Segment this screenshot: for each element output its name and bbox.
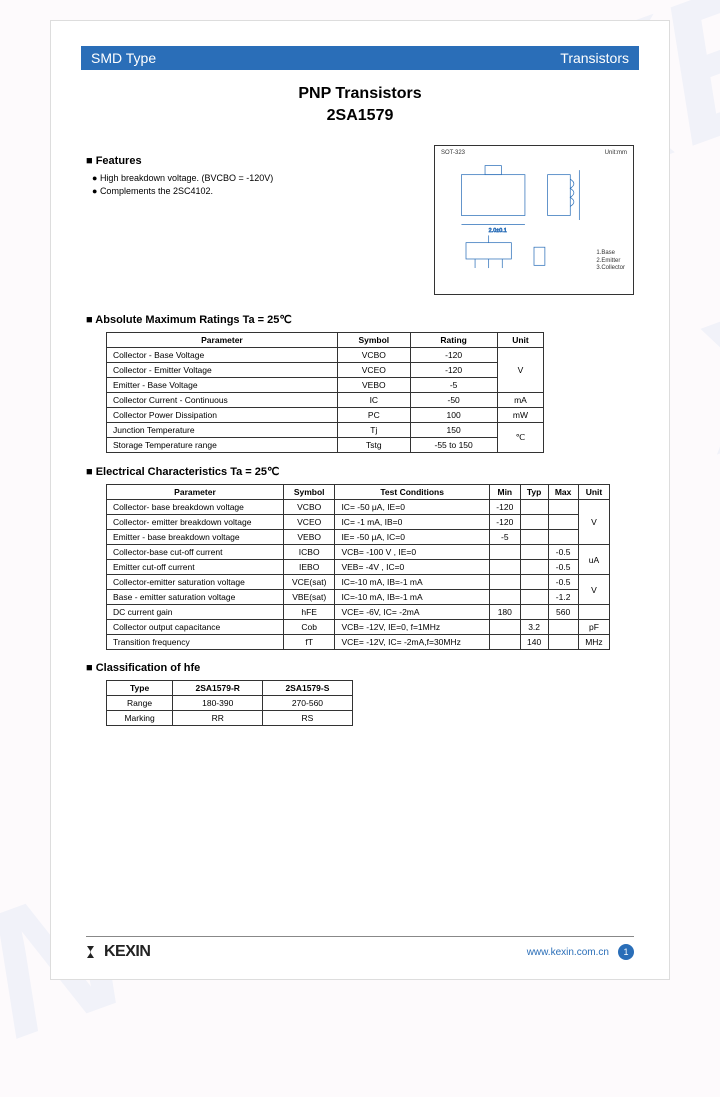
logo-icon <box>86 945 104 959</box>
footer-url: www.kexin.com.cn <box>527 947 609 958</box>
title-block: PNP Transistors 2SA1579 <box>86 85 634 125</box>
table-row: Transition frequencyfTVCE= -12V, IC= -2m… <box>107 635 610 650</box>
brand-logo: KEXIN <box>86 943 150 961</box>
elec-heading: Electrical Characteristics Ta = 25℃ <box>86 465 634 478</box>
table-row: Collector- emitter breakdown voltageVCEO… <box>107 515 610 530</box>
table-row: Collector - Base VoltageVCBO-120V <box>107 348 544 363</box>
table-header-row: Type 2SA1579-R 2SA1579-S <box>107 681 353 696</box>
table-row: Collector-base cut-off currentICBOVCB= -… <box>107 545 610 560</box>
elec-table: Parameter Symbol Test Conditions Min Typ… <box>106 484 610 650</box>
title-line1: PNP Transistors <box>86 85 634 103</box>
watermark: X <box>668 256 720 492</box>
table-row: Collector - Emitter VoltageVCEO-120 <box>107 363 544 378</box>
feature-item: High breakdown voltage. (BVCBO = -120V) <box>92 173 414 183</box>
svg-text:2.0±0.1: 2.0±0.1 <box>489 228 507 234</box>
amr-heading: Absolute Maximum Ratings Ta = 25℃ <box>86 313 634 326</box>
footer: KEXIN www.kexin.com.cn 1 <box>86 936 634 961</box>
header-left: SMD Type <box>91 50 156 66</box>
package-diagram: SOT-323 Unit:mm 2.0±0.1 <box>434 145 634 295</box>
package-unit: Unit:mm <box>605 150 627 156</box>
table-row: Emitter - Base VoltageVEBO-5 <box>107 378 544 393</box>
classification-heading: Classification of hfe <box>86 662 634 674</box>
table-row: MarkingRRRS <box>107 711 353 726</box>
table-row: Collector- base breakdown voltageVCBOIC=… <box>107 500 610 515</box>
table-row: Range180-390270-560 <box>107 696 353 711</box>
page-container: SMD Type Transistors PNP Transistors 2SA… <box>50 20 670 980</box>
table-row: Base - emitter saturation voltageVBE(sat… <box>107 590 610 605</box>
package-type: SOT-323 <box>441 150 465 156</box>
table-row: Emitter cut-off currentIEBOVEB= -4V , IC… <box>107 560 610 575</box>
table-row: Storage Temperature rangeTstg-55 to 150 <box>107 438 544 453</box>
title-line2: 2SA1579 <box>86 107 634 125</box>
features-section: Features High breakdown voltage. (BVCBO … <box>86 145 414 295</box>
amr-table: Parameter Symbol Rating Unit Collector -… <box>106 332 544 453</box>
table-row: Collector-emitter saturation voltageVCE(… <box>107 575 610 590</box>
classification-table: Type 2SA1579-R 2SA1579-S Range180-390270… <box>106 680 353 726</box>
table-row: Junction TemperatureTj150℃ <box>107 423 544 438</box>
table-row: DC current gainhFEVCE= -6V, IC= -2mA1805… <box>107 605 610 620</box>
header-bar: SMD Type Transistors <box>81 46 639 70</box>
table-header-row: Parameter Symbol Rating Unit <box>107 333 544 348</box>
feature-item: Complements the 2SC4102. <box>92 186 414 196</box>
table-header-row: Parameter Symbol Test Conditions Min Typ… <box>107 485 610 500</box>
header-right: Transistors <box>560 50 629 66</box>
page-number: 1 <box>618 944 634 960</box>
table-row: Collector output capacitanceCobVCB= -12V… <box>107 620 610 635</box>
pin-labels: 1.Base 2.Emitter 3.Collector <box>596 250 625 272</box>
features-heading: Features <box>86 155 414 167</box>
table-row: Collector Power DissipationPC100mW <box>107 408 544 423</box>
table-row: Emitter - base breakdown voltageVEBOIE= … <box>107 530 610 545</box>
table-row: Collector Current - ContinuousIC-50mA <box>107 393 544 408</box>
